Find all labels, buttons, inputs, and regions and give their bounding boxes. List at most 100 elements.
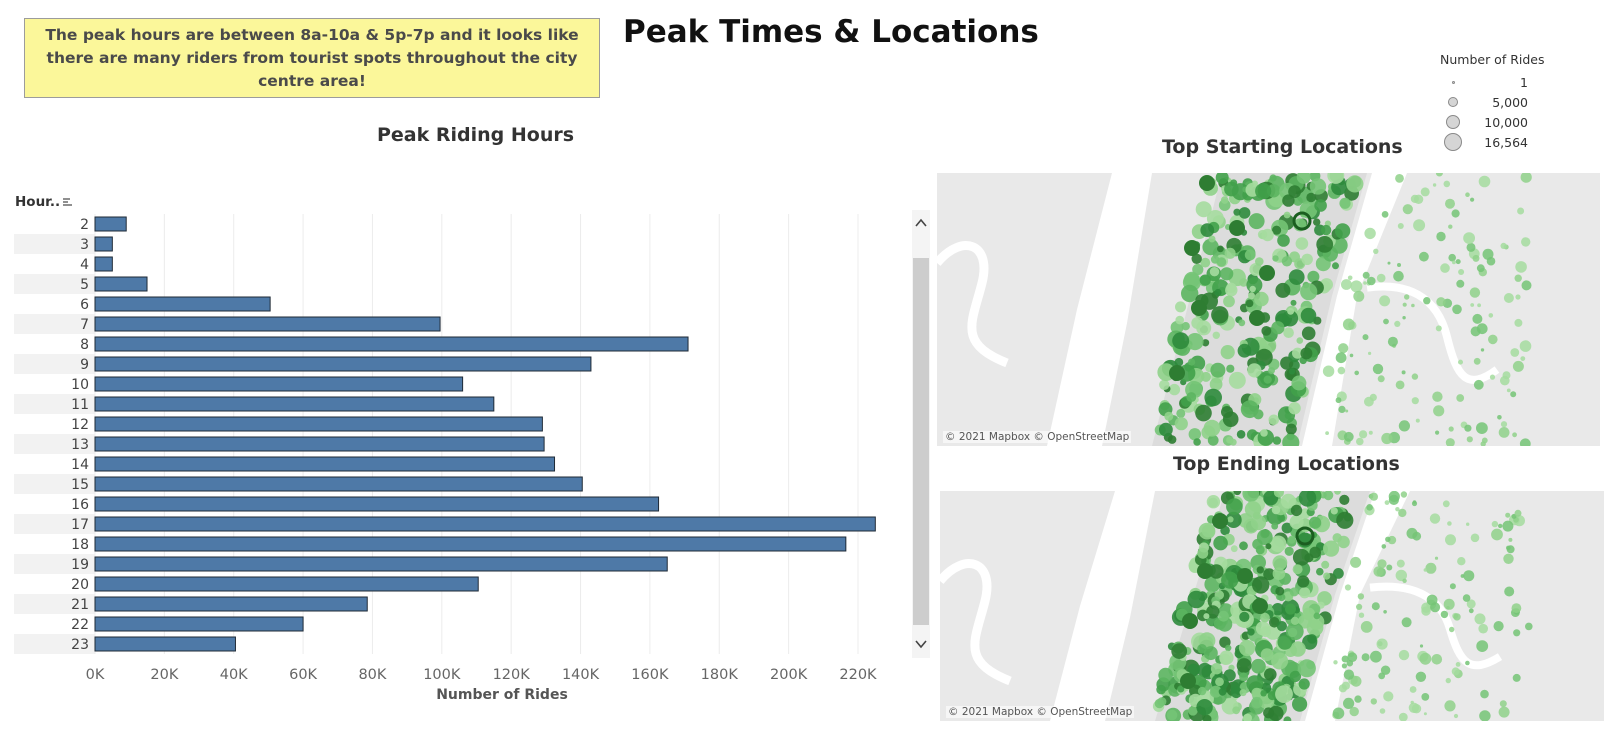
station-bubble[interactable] xyxy=(1223,295,1235,308)
station-bubble[interactable] xyxy=(1376,638,1388,650)
station-bubble[interactable] xyxy=(1498,523,1503,529)
station-bubble[interactable] xyxy=(1239,611,1250,622)
station-bubble[interactable] xyxy=(1519,340,1532,352)
station-bubble[interactable] xyxy=(1368,430,1373,435)
station-bubble[interactable] xyxy=(1395,380,1405,390)
station-bubble[interactable] xyxy=(1465,660,1470,666)
station-bubble[interactable] xyxy=(1290,616,1300,625)
station-bubble[interactable] xyxy=(1398,508,1407,518)
station-bubble[interactable] xyxy=(1292,696,1308,712)
station-bubble[interactable] xyxy=(1366,504,1373,511)
station-bubble[interactable] xyxy=(1514,509,1522,517)
station-bubble[interactable] xyxy=(1313,612,1321,620)
bar[interactable] xyxy=(94,296,271,312)
station-bubble[interactable] xyxy=(1397,263,1401,267)
station-bubble[interactable] xyxy=(1386,564,1393,571)
station-bubble[interactable] xyxy=(1384,500,1390,505)
station-bubble[interactable] xyxy=(1186,392,1197,403)
station-bubble[interactable] xyxy=(1226,498,1243,515)
station-bubble[interactable] xyxy=(1470,303,1475,307)
station-bubble[interactable] xyxy=(1249,310,1265,326)
station-bubble[interactable] xyxy=(1268,414,1280,426)
bar[interactable] xyxy=(94,636,236,652)
station-bubble[interactable] xyxy=(1276,621,1287,632)
station-bubble[interactable] xyxy=(1464,424,1472,432)
station-bubble[interactable] xyxy=(1191,253,1202,264)
station-bubble[interactable] xyxy=(1255,183,1272,200)
station-bubble[interactable] xyxy=(1289,515,1304,530)
station-bubble[interactable] xyxy=(1269,174,1277,182)
station-bubble[interactable] xyxy=(1293,196,1303,206)
station-bubble[interactable] xyxy=(1425,562,1437,574)
station-bubble[interactable] xyxy=(1199,274,1211,286)
station-bubble[interactable] xyxy=(1468,608,1474,614)
station-bubble[interactable] xyxy=(1172,332,1190,350)
station-bubble[interactable] xyxy=(1292,347,1304,359)
highlighted-station[interactable] xyxy=(1295,526,1315,546)
station-bubble[interactable] xyxy=(1476,264,1485,273)
station-bubble[interactable] xyxy=(1203,613,1210,620)
station-bubble[interactable] xyxy=(1256,529,1273,546)
station-bubble[interactable] xyxy=(1477,303,1481,308)
station-bubble[interactable] xyxy=(1500,242,1507,249)
station-bubble[interactable] xyxy=(1466,436,1473,443)
station-bubble[interactable] xyxy=(1353,290,1365,302)
station-bubble[interactable] xyxy=(1400,491,1408,498)
station-bubble[interactable] xyxy=(1341,663,1347,669)
station-bubble[interactable] xyxy=(1292,548,1310,566)
station-bubble[interactable] xyxy=(1284,546,1294,556)
station-bubble[interactable] xyxy=(1273,491,1284,498)
station-bubble[interactable] xyxy=(1373,248,1379,254)
station-bubble[interactable] xyxy=(1472,254,1480,262)
station-bubble[interactable] xyxy=(1383,610,1387,614)
station-bubble[interactable] xyxy=(1214,288,1222,297)
station-bubble[interactable] xyxy=(1167,435,1177,444)
station-bubble[interactable] xyxy=(1288,368,1296,375)
station-bubble[interactable] xyxy=(1322,365,1335,377)
station-bubble[interactable] xyxy=(1398,420,1410,432)
station-bubble[interactable] xyxy=(1376,273,1386,283)
bar[interactable] xyxy=(94,256,113,272)
station-bubble[interactable] xyxy=(1268,367,1275,374)
station-bubble[interactable] xyxy=(1443,180,1451,188)
station-bubble[interactable] xyxy=(1282,434,1300,446)
station-bubble[interactable] xyxy=(1239,672,1249,682)
station-bubble[interactable] xyxy=(1271,603,1284,616)
station-bubble[interactable] xyxy=(1277,635,1293,650)
station-bubble[interactable] xyxy=(1455,662,1461,667)
station-bubble[interactable] xyxy=(1370,650,1382,663)
station-bubble[interactable] xyxy=(1314,199,1327,212)
end-locations-map[interactable]: © 2021 Mapbox © OpenStreetMap xyxy=(940,491,1604,721)
station-bubble[interactable] xyxy=(1360,621,1373,633)
station-bubble[interactable] xyxy=(1462,594,1471,602)
station-bubble[interactable] xyxy=(1361,653,1370,662)
station-bubble[interactable] xyxy=(1377,375,1385,383)
bar[interactable] xyxy=(94,556,668,572)
station-bubble[interactable] xyxy=(1219,650,1234,665)
station-bubble[interactable] xyxy=(1381,544,1387,549)
station-bubble[interactable] xyxy=(1229,220,1245,236)
station-bubble[interactable] xyxy=(1236,658,1252,673)
station-bubble[interactable] xyxy=(1202,238,1219,256)
station-bubble[interactable] xyxy=(1159,379,1170,390)
station-bubble[interactable] xyxy=(1309,546,1321,559)
station-bubble[interactable] xyxy=(1480,689,1489,699)
station-bubble[interactable] xyxy=(1195,404,1212,422)
station-bubble[interactable] xyxy=(1290,299,1297,306)
station-bubble[interactable] xyxy=(1220,345,1235,360)
station-bubble[interactable] xyxy=(1512,360,1524,372)
station-bubble[interactable] xyxy=(1511,603,1522,613)
station-bubble[interactable] xyxy=(1209,685,1222,698)
station-bubble[interactable] xyxy=(1337,366,1346,375)
station-bubble[interactable] xyxy=(1449,583,1456,590)
station-bubble[interactable] xyxy=(1249,285,1256,293)
station-bubble[interactable] xyxy=(1260,690,1267,697)
station-bubble[interactable] xyxy=(1203,646,1218,661)
station-bubble[interactable] xyxy=(1182,613,1198,629)
station-bubble[interactable] xyxy=(1502,371,1511,380)
station-bubble[interactable] xyxy=(1271,505,1281,515)
station-bubble[interactable] xyxy=(1250,514,1267,531)
station-bubble[interactable] xyxy=(1440,610,1449,619)
station-bubble[interactable] xyxy=(1498,427,1510,438)
station-bubble[interactable] xyxy=(1260,648,1274,662)
